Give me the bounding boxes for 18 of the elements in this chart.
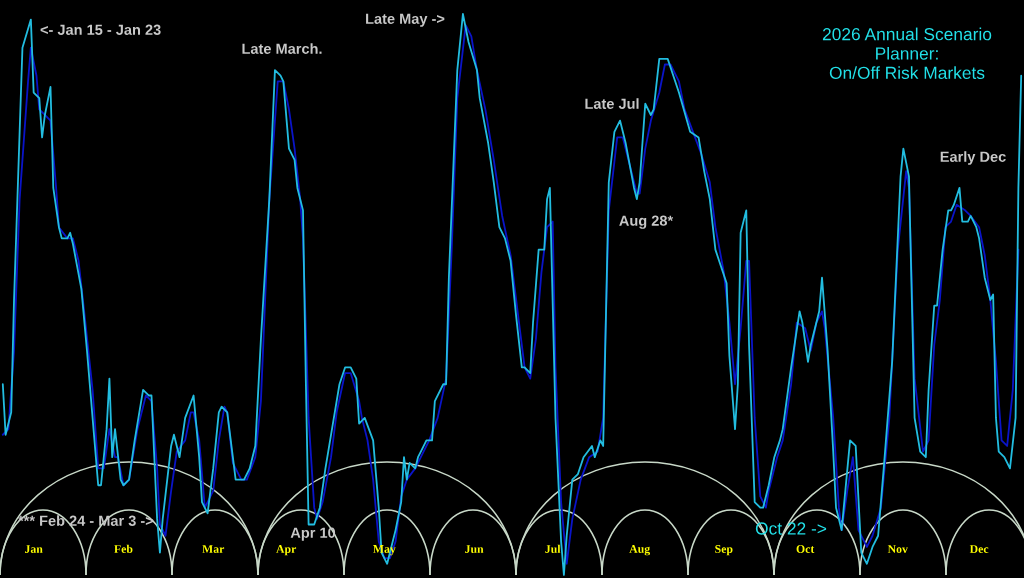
x-tick-label: Jul bbox=[545, 544, 561, 553]
x-tick-label: Apr bbox=[276, 545, 297, 556]
annotation: <- Jan 15 - Jan 23 bbox=[40, 24, 161, 35]
x-tick-label: Feb bbox=[114, 544, 133, 553]
annotation: Aug 28* bbox=[619, 215, 674, 229]
x-tick-label: Sep bbox=[715, 545, 733, 556]
text: 2026 Annual Scenario Planner: On/Off Risk Markets bbox=[822, 27, 992, 79]
x-tick-label: Jan bbox=[25, 545, 43, 553]
x-tick-label: Dec bbox=[969, 545, 989, 553]
annotation: Late Jul bbox=[585, 98, 639, 109]
x-tick-label: Jun bbox=[465, 545, 484, 553]
annotation: Late May -> bbox=[366, 13, 445, 27]
x-tick-label: Aug bbox=[629, 544, 651, 556]
annotation: Early Dec bbox=[940, 151, 1006, 165]
x-tick-label: Oct bbox=[796, 545, 815, 553]
annotation: Late March. bbox=[242, 43, 322, 54]
x-tick-label: Nov bbox=[887, 545, 908, 553]
x-tick-label: Mar bbox=[202, 545, 225, 553]
